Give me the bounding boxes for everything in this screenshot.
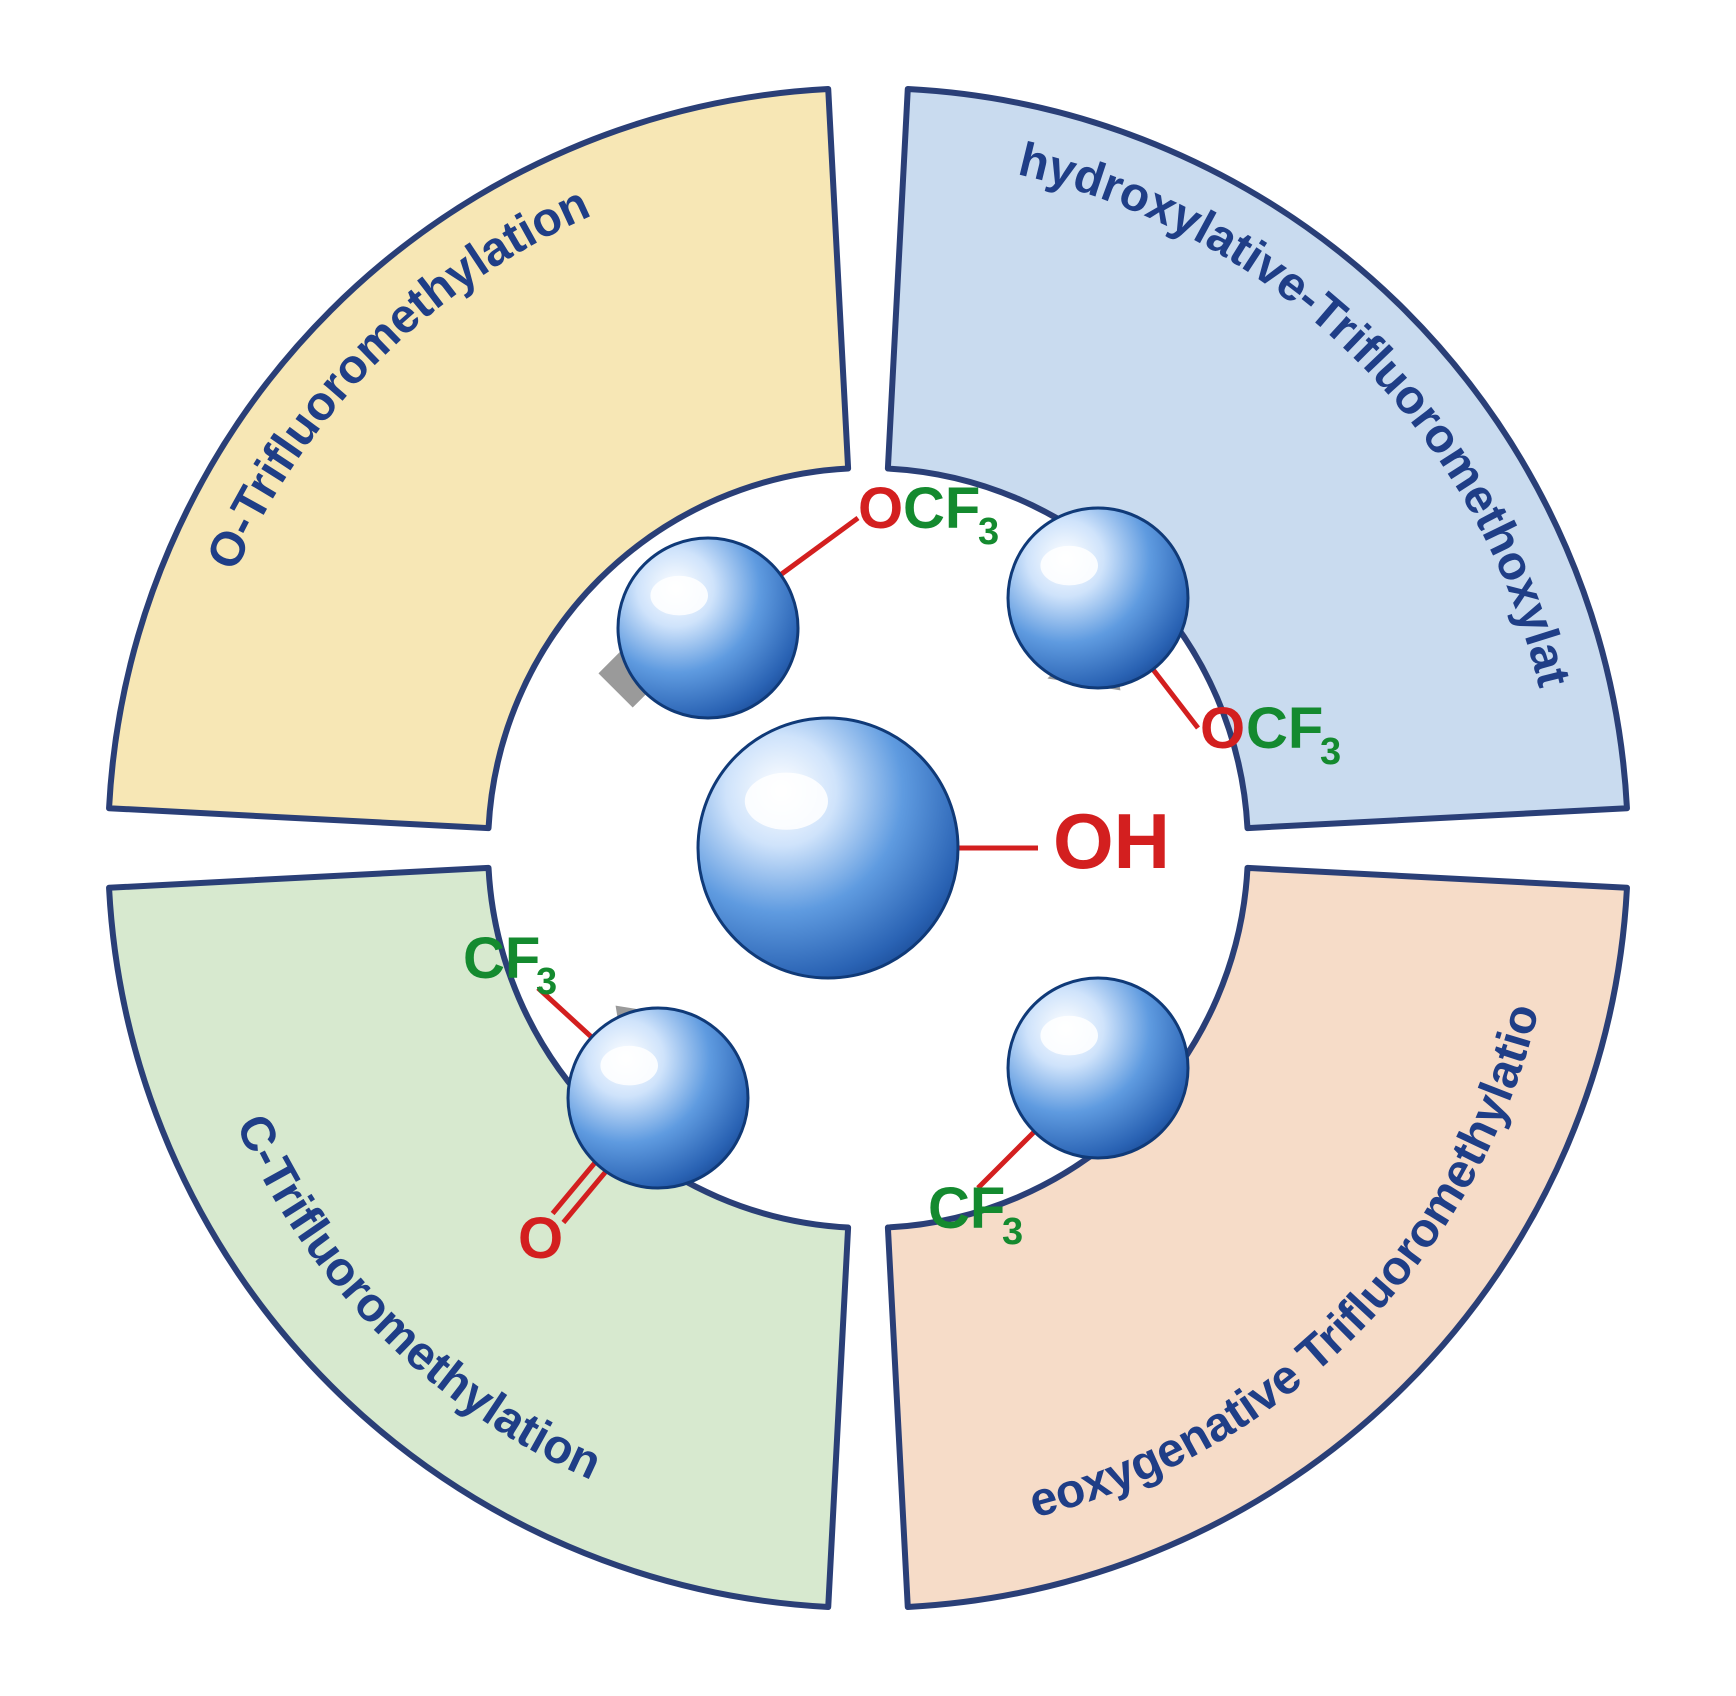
- frag-tl-1: CF: [903, 476, 980, 541]
- frag-bl-1: 3: [536, 961, 557, 1003]
- frag-bl-O: O: [518, 1206, 563, 1271]
- bond-tr: [1150, 666, 1198, 728]
- center-sphere: [698, 718, 958, 978]
- diagram-canvas: O-TrifluoromethylationDehydroxylative-Tr…: [0, 0, 1736, 1696]
- bond-tl: [777, 518, 858, 577]
- frag-tr-0: O: [1200, 696, 1245, 761]
- center-label-oh: OH: [1053, 797, 1170, 885]
- frag-tr-2: 3: [1320, 731, 1341, 773]
- frag-br-0: CF: [928, 1176, 1005, 1241]
- frag-tr-1: CF: [1246, 696, 1323, 761]
- sphere-br: [1008, 978, 1188, 1158]
- sphere-bl: [568, 1008, 748, 1188]
- frag-br-1: 3: [1002, 1211, 1023, 1253]
- frag-tl-2: 3: [978, 511, 999, 553]
- quadrant-tl: [109, 89, 848, 828]
- frag-bl-0: CF: [463, 926, 540, 991]
- sphere-tl: [618, 538, 798, 718]
- sphere-tr: [1008, 508, 1188, 688]
- frag-tl-0: O: [858, 476, 903, 541]
